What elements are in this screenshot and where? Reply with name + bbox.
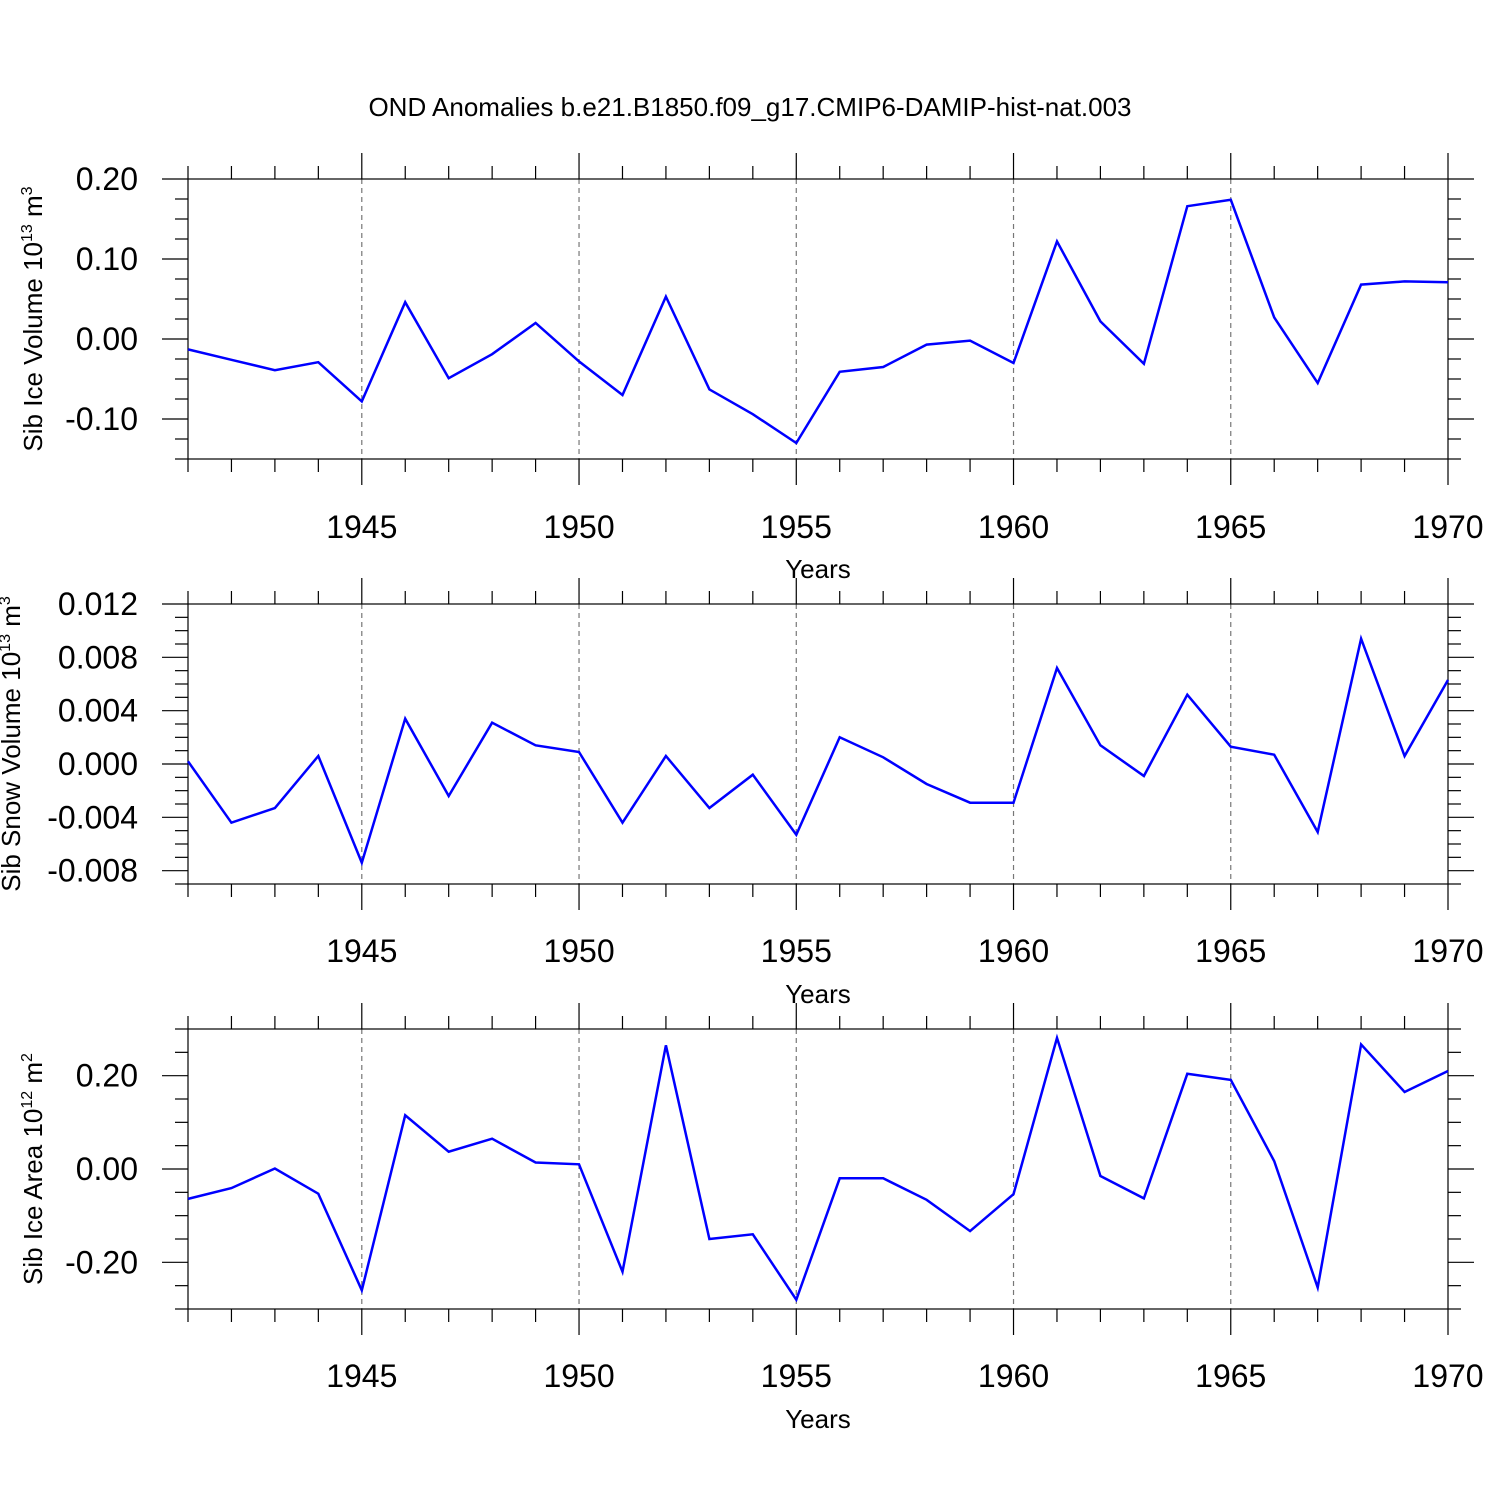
y-tick-label: 0.004 [58,693,138,729]
x-tick-label: 1945 [326,1358,397,1394]
y-tick-label: -0.004 [47,799,138,835]
x-axis-title: Years [785,554,851,584]
y-axis-title: Sib Ice Volume 1013 m3 [18,186,48,451]
figure-title: OND Anomalies b.e21.B1850.f09_g17.CMIP6-… [368,92,1131,122]
x-tick-label: 1950 [543,509,614,545]
panel-ice-area: 1945 1950 1955 1960 1965 1970 Years -0.20 0.00 0.… [18,1003,1484,1434]
plot-frame [187,603,1449,885]
panel-snow-volume: 1945 1950 1955 1960 1965 1970 Years -0.008 -0.00… [0,578,1484,1009]
y-axis-title: Sib Snow Volume 1013 m3 [0,596,26,892]
y-tick-label: 0.008 [58,639,138,675]
x-tick-label: 1950 [543,933,614,969]
x-tick-label: 1945 [326,933,397,969]
y-tick-label: 0.20 [76,161,138,197]
x-tick-label: 1965 [1195,509,1266,545]
y-tick-label: -0.10 [65,401,138,437]
x-tick-label: 1960 [978,509,1049,545]
y-tick-label: -0.20 [65,1244,138,1280]
y-tick-label: 0.012 [58,586,138,622]
x-tick-label: 1965 [1195,1358,1266,1394]
series-line-ice-area [187,1033,1449,1303]
series-line-ice-volume [187,198,1449,445]
y-tick-label: 0.20 [76,1058,138,1094]
y-tick-label: 0.00 [76,321,138,357]
x-tick-label: 1955 [761,933,832,969]
x-tick-label: 1955 [761,509,832,545]
panels: 1945 1950 1955 1960 1965 1970 Years -0.10 0.00 0.… [0,153,1484,1434]
y-tick-label: 0.000 [58,746,138,782]
x-tick-label: 1970 [1412,1358,1483,1394]
x-axis-title: Years [785,979,851,1009]
x-tick-label: 1960 [978,1358,1049,1394]
y-tick-label: 0.00 [76,1151,138,1187]
x-tick-label: 1965 [1195,933,1266,969]
x-tick-label: 1970 [1412,509,1483,545]
x-tick-label: 1970 [1412,933,1483,969]
x-tick-label: 1960 [978,933,1049,969]
y-axis-title: Sib Ice Area 1012 m2 [18,1053,48,1285]
x-tick-label: 1955 [761,1358,832,1394]
x-tick-label: 1945 [326,509,397,545]
y-tick-label: 0.10 [76,241,138,277]
y-tick-label: -0.008 [47,853,138,889]
series-line-snow-volume [186,634,1450,867]
x-axis-title: Years [785,1404,851,1434]
x-tick-label: 1950 [543,1358,614,1394]
